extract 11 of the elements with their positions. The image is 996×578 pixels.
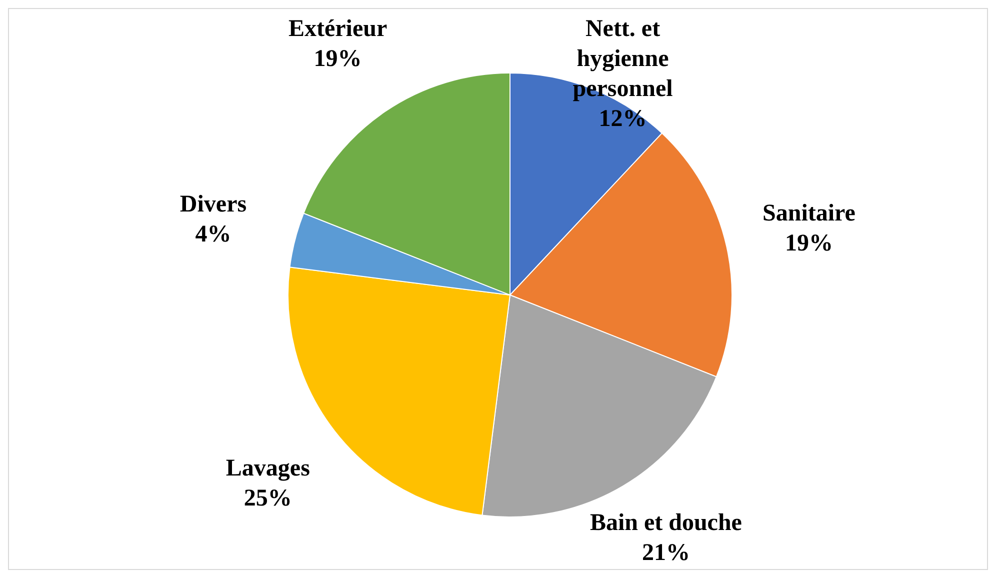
data-label: 12% — [598, 106, 647, 132]
data-label: 19% — [314, 46, 362, 72]
data-label: 4% — [195, 221, 232, 248]
slice-label: Lavages — [226, 455, 310, 482]
slice-label: Extérieur — [288, 16, 388, 42]
slice-label: Bain et douche — [590, 510, 742, 536]
data-label: 21% — [642, 540, 690, 566]
data-label: 25% — [244, 485, 292, 512]
slice-label: Divers — [180, 191, 247, 218]
slice-label: Sanitaire — [762, 200, 856, 227]
data-label: 19% — [784, 230, 833, 257]
